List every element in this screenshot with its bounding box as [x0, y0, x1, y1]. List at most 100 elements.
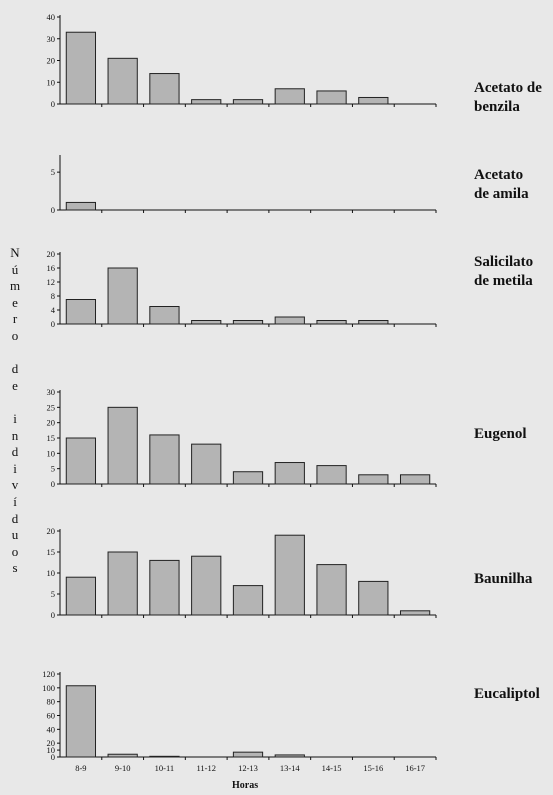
bar-15-16 — [358, 96, 389, 105]
y-tick-label: 0 — [51, 319, 55, 329]
panel-label-line: Baunilha — [474, 571, 533, 587]
panel-label-line: Eugenol — [474, 426, 527, 442]
bar-13-14 — [274, 534, 305, 616]
y-tick-label: 40 — [47, 12, 56, 22]
panel-label-line: Eucaliptol — [474, 686, 540, 702]
y-tick-label: 5 — [51, 167, 55, 177]
panel-label-line: de amila — [474, 186, 529, 202]
y-tick-label: 8 — [51, 291, 55, 301]
bar-14-15 — [316, 564, 347, 616]
panel-5: 0 5 10 15 20 — [47, 526, 437, 620]
panel-label-line: Acetato — [474, 167, 524, 183]
y-tick-label: 120 — [42, 669, 55, 679]
bar-9-10 — [107, 406, 138, 485]
bar-12-13 — [232, 99, 264, 105]
x-tick-label: 11-12 — [196, 763, 216, 773]
panel-label-line: Salicilato — [474, 254, 534, 270]
bar-10-11 — [149, 306, 180, 325]
y-tick-label: 30 — [47, 34, 56, 44]
bar-11-12 — [191, 555, 222, 616]
bar-11-12 — [191, 443, 222, 485]
panel-label-3: Salicilato de metila — [474, 253, 533, 291]
bar-9-10 — [107, 57, 138, 105]
y-tick-label: 0 — [51, 205, 55, 215]
y-tick-label: 80 — [47, 697, 56, 707]
bar-9-10 — [107, 267, 138, 325]
y-tick-label: 0 — [51, 752, 55, 762]
y-tick-label: 5 — [51, 464, 55, 474]
y-tick-label: 10 — [47, 745, 56, 755]
bar-10-11 — [149, 73, 180, 105]
y-tick-label: 12 — [47, 277, 56, 287]
panel-label-6: Eucaliptol — [474, 685, 540, 704]
y-tick-label: 10 — [47, 448, 56, 458]
x-tick-label: 13-14 — [280, 763, 301, 773]
bar-8-9 — [65, 437, 97, 485]
y-tick-label: 60 — [47, 711, 56, 721]
y-tick-label: 16 — [47, 263, 56, 273]
bar-8-9 — [65, 299, 97, 325]
bar-15-16 — [358, 580, 389, 616]
bar-10-11 — [149, 434, 180, 485]
panel-label-1: Acetato de benzila — [474, 79, 542, 117]
y-tick-label: 20 — [47, 56, 56, 66]
y-tick-label: 0 — [51, 479, 55, 489]
panel-label-line: Acetato de — [474, 80, 542, 96]
panel-label-line: de metila — [474, 273, 533, 289]
bar-14-15 — [316, 320, 347, 325]
x-tick-label: 12-13 — [238, 763, 258, 773]
y-tick-label: 15 — [47, 547, 56, 557]
y-tick-label: 10 — [47, 568, 56, 578]
bar-15-16 — [358, 320, 389, 325]
bar-14-15 — [316, 90, 347, 105]
y-tick-label: 15 — [47, 433, 56, 443]
bar-15-16 — [358, 474, 389, 485]
bar-10-11 — [149, 755, 180, 758]
bar-13-14 — [274, 462, 305, 485]
x-tick-label: 9-10 — [115, 763, 131, 773]
bar-12-13 — [232, 471, 264, 485]
bar-13-14 — [274, 754, 305, 758]
y-tick-label: 20 — [47, 418, 56, 428]
y-tick-label: 0 — [51, 99, 55, 109]
y-tick-label: 5 — [51, 589, 55, 599]
bar-12-13 — [232, 320, 264, 325]
panel-4: 0 5 10 15 20 25 30 — [47, 387, 437, 489]
bar-12-13 — [232, 585, 264, 616]
panel-label-5: Baunilha — [474, 570, 532, 589]
bar-8-9 — [65, 31, 97, 105]
y-tick-label: 20 — [47, 526, 56, 536]
bar-16-17 — [399, 474, 431, 485]
y-tick-label: 4 — [51, 305, 56, 315]
bar-13-14 — [274, 88, 305, 105]
panel-3: 0 4 8 12 16 20 — [47, 249, 437, 329]
x-axis-label: Horas — [232, 780, 259, 791]
bar-9-10 — [107, 753, 138, 758]
bar-13-14 — [274, 316, 305, 325]
x-tick-label: 8-9 — [75, 763, 86, 773]
bar-11-12 — [191, 99, 222, 105]
x-tick-label: 14-15 — [322, 763, 342, 773]
bar-11-12 — [191, 320, 222, 325]
panel-1: 0 10 20 30 40 — [47, 12, 437, 109]
bar-14-15 — [316, 465, 347, 485]
bar-16-17 — [399, 610, 431, 616]
y-tick-label: 0 — [51, 610, 55, 620]
bar-9-10 — [107, 551, 138, 616]
x-tick-label: 10-11 — [155, 763, 175, 773]
panel-label-line: benzila — [474, 99, 520, 115]
panel-label-4: Eugenol — [474, 425, 527, 444]
bar-8-9 — [65, 685, 97, 758]
y-tick-label: 10 — [47, 77, 56, 87]
bar-10-11 — [149, 559, 180, 616]
panel-2: 05 — [51, 155, 437, 215]
y-tick-label: 20 — [47, 738, 56, 748]
y-tick-label: 25 — [47, 402, 56, 412]
y-tick-label: 30 — [47, 387, 56, 397]
y-tick-label: 40 — [47, 724, 56, 734]
x-tick-label: 15-16 — [363, 763, 383, 773]
x-tick-label: 16-17 — [405, 763, 425, 773]
